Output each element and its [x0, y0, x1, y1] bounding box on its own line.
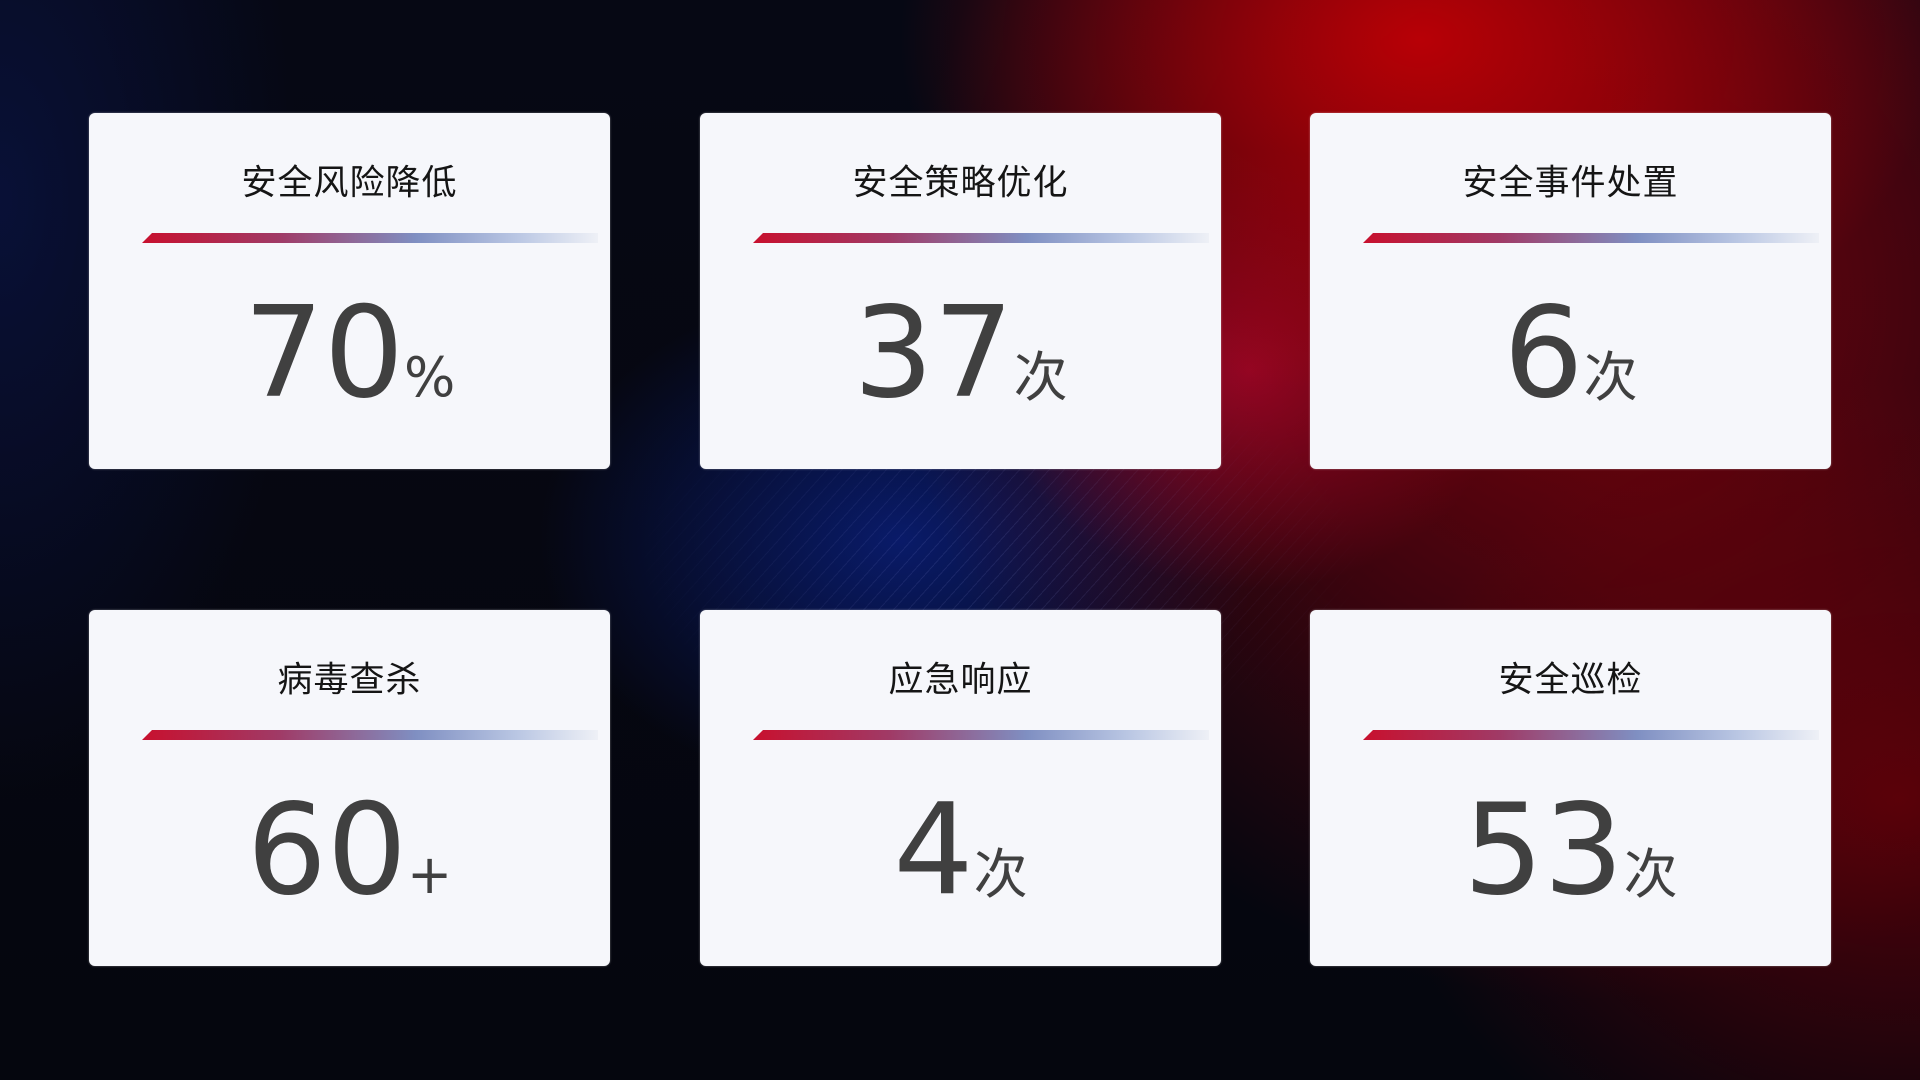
card-title: 安全巡检	[1498, 660, 1643, 701]
value-unit: +	[407, 843, 453, 906]
card-title: 病毒查杀	[277, 660, 422, 701]
card-divider	[142, 233, 598, 243]
card-value: 60+	[89, 780, 610, 920]
card-title: 应急响应	[888, 660, 1033, 701]
card-divider	[1363, 730, 1819, 740]
card-divider	[753, 730, 1209, 740]
value-unit: %	[404, 346, 456, 409]
stat-card-policy-optimization: 安全策略优化 37次	[700, 113, 1221, 469]
value-number: 6	[1503, 279, 1584, 426]
card-value: 6次	[1310, 283, 1831, 423]
value-number: 4	[893, 776, 974, 923]
card-divider	[753, 233, 1209, 243]
stat-card-virus-removal: 病毒查杀 60+	[89, 610, 610, 966]
card-value: 4次	[700, 780, 1221, 920]
card-title: 安全事件处置	[1462, 163, 1679, 204]
card-title: 安全策略优化	[852, 163, 1069, 204]
value-unit: 次	[1583, 346, 1638, 409]
card-value: 70%	[89, 283, 610, 423]
value-unit: 次	[1623, 843, 1678, 906]
card-value: 37次	[700, 283, 1221, 423]
value-unit: 次	[973, 843, 1028, 906]
card-title: 安全风险降低	[241, 163, 458, 204]
card-divider	[1363, 233, 1819, 243]
value-number: 70	[243, 279, 405, 426]
stat-card-emergency-response: 应急响应 4次	[700, 610, 1221, 966]
card-divider	[142, 730, 598, 740]
value-number: 60	[246, 776, 408, 923]
stat-card-security-inspection: 安全巡检 53次	[1310, 610, 1831, 966]
stat-card-risk-reduction: 安全风险降低 70%	[89, 113, 610, 469]
stat-card-incident-handling: 安全事件处置 6次	[1310, 113, 1831, 469]
value-unit: 次	[1013, 346, 1068, 409]
value-number: 37	[853, 279, 1014, 426]
value-number: 53	[1463, 776, 1624, 923]
card-value: 53次	[1310, 780, 1831, 920]
